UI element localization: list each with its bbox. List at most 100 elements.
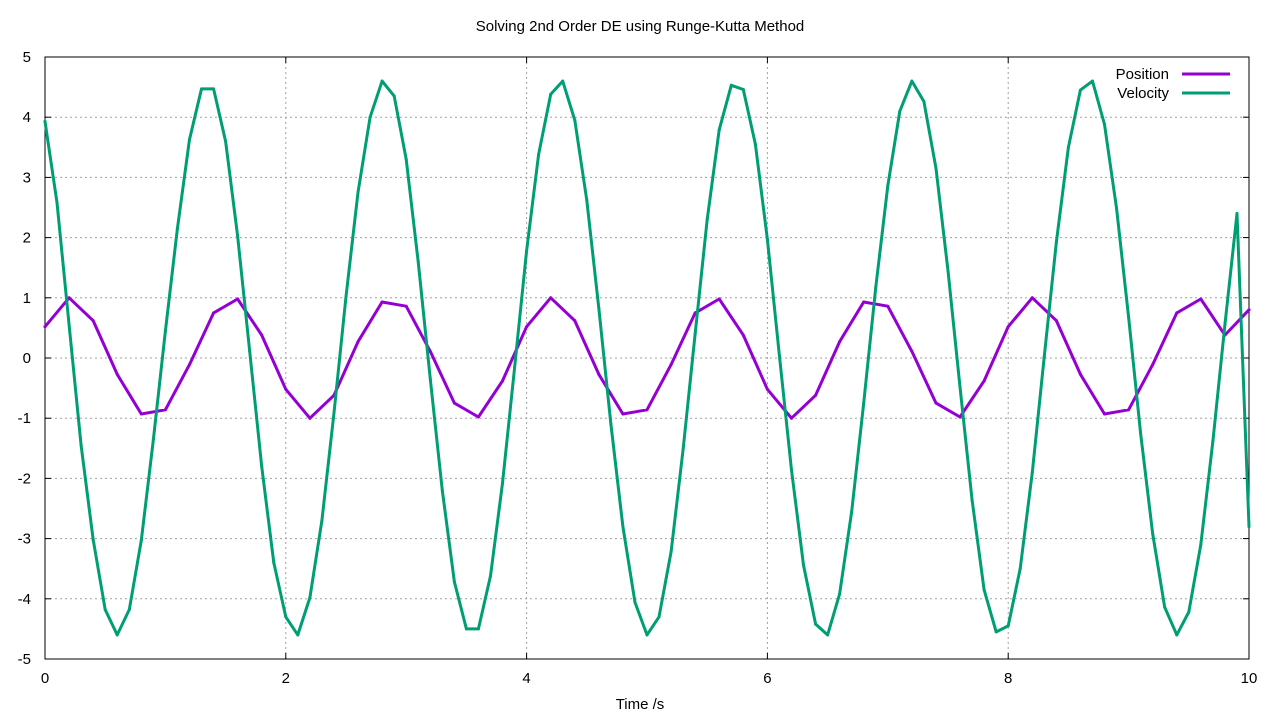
y-tick-label: 0: [23, 350, 31, 367]
data-point-velocity: [452, 580, 456, 584]
data-point-velocity: [862, 401, 866, 405]
legend-label-velocity: Velocity: [1117, 85, 1169, 102]
data-point-velocity: [236, 234, 240, 238]
data-point-velocity: [501, 481, 505, 485]
data-point-position: [525, 325, 529, 329]
data-point-velocity: [260, 464, 264, 468]
y-tick-label: 4: [23, 109, 31, 126]
data-point-velocity: [464, 627, 468, 631]
data-point-position: [1151, 363, 1155, 367]
data-point-position: [428, 349, 432, 353]
data-point-velocity: [1235, 212, 1239, 216]
data-point-velocity: [55, 201, 59, 205]
x-tick-label: 6: [763, 670, 771, 687]
data-point-velocity: [163, 329, 167, 333]
data-point-velocity: [633, 600, 637, 604]
data-point-position: [1078, 372, 1082, 376]
data-point-position: [1103, 412, 1107, 416]
data-point-velocity: [982, 588, 986, 592]
data-point-velocity: [1199, 543, 1203, 547]
data-point-position: [356, 340, 360, 344]
data-point-velocity: [549, 92, 553, 96]
data-point-position: [404, 304, 408, 308]
data-point-velocity: [1187, 610, 1191, 614]
data-point-position: [501, 379, 505, 383]
data-point-velocity: [428, 377, 432, 381]
series-lines: [43, 79, 1251, 637]
data-point-velocity: [657, 615, 661, 619]
data-point-velocity: [1030, 470, 1034, 474]
x-tick-label: 8: [1004, 670, 1012, 687]
y-tick-label: 2: [23, 230, 31, 247]
data-point-velocity: [1163, 605, 1167, 609]
y-tick-label: -2: [18, 470, 31, 487]
data-point-velocity: [1127, 315, 1131, 319]
data-point-velocity: [224, 139, 228, 143]
data-point-velocity: [910, 79, 914, 83]
data-point-position: [1175, 311, 1179, 315]
data-point-velocity: [139, 538, 143, 542]
data-point-position: [1127, 408, 1131, 412]
data-point-position: [260, 333, 264, 337]
data-point-velocity: [753, 142, 757, 146]
data-point-position: [380, 300, 384, 304]
x-axis-label: Time /s: [615, 696, 665, 713]
data-point-position: [814, 393, 818, 397]
data-point-velocity: [513, 366, 517, 370]
data-point-velocity: [1151, 532, 1155, 536]
data-point-velocity: [970, 498, 974, 502]
data-point-velocity: [320, 519, 324, 523]
data-point-velocity: [789, 468, 793, 472]
data-point-velocity: [645, 633, 649, 637]
data-point-velocity: [946, 269, 950, 273]
tick-labels: 0 2 4 6 8 10 -5 -4 -3 -2 -1 0 1 2 3 4 5: [18, 49, 1258, 687]
data-point-velocity: [1018, 567, 1022, 571]
data-point-velocity: [1223, 323, 1227, 327]
data-point-velocity: [440, 488, 444, 492]
data-point-velocity: [585, 198, 589, 202]
data-point-velocity: [248, 349, 252, 353]
data-point-velocity: [404, 157, 408, 161]
data-point-velocity: [934, 166, 938, 170]
data-point-velocity: [1103, 122, 1107, 126]
data-point-position: [236, 297, 240, 301]
data-point-velocity: [1139, 431, 1143, 435]
data-point-velocity: [175, 227, 179, 231]
data-point-velocity: [994, 630, 998, 634]
data-point-velocity: [1078, 88, 1082, 92]
data-point-velocity: [874, 285, 878, 289]
data-point-velocity: [705, 218, 709, 222]
data-point-position: [284, 387, 288, 391]
axes: [44, 56, 1250, 660]
data-point-position: [43, 325, 47, 329]
data-point-position: [115, 372, 119, 376]
data-point-position: [597, 372, 601, 376]
data-point-velocity: [693, 331, 697, 335]
data-point-position: [1247, 308, 1251, 312]
data-point-position: [741, 333, 745, 337]
data-point-velocity: [488, 574, 492, 578]
data-point-velocity: [115, 633, 119, 637]
data-point-velocity: [1175, 633, 1179, 637]
data-point-velocity: [838, 592, 842, 596]
data-point-velocity: [741, 88, 745, 92]
data-point-velocity: [1066, 145, 1070, 149]
y-tick-label: 5: [23, 49, 31, 66]
data-point-position: [452, 401, 456, 405]
chart-title: Solving 2nd Order DE using Runge-Kutta M…: [475, 18, 805, 35]
data-point-position: [645, 408, 649, 412]
data-point-velocity: [826, 633, 830, 637]
data-point-position: [1006, 325, 1010, 329]
data-point-velocity: [765, 237, 769, 241]
data-point-velocity: [1090, 79, 1094, 83]
x-tick-label: 2: [282, 670, 290, 687]
data-point-velocity: [525, 249, 529, 253]
data-point-velocity: [212, 87, 216, 91]
x-tick-label: 10: [1241, 670, 1258, 687]
data-point-velocity: [392, 94, 396, 98]
x-tick-label: 4: [522, 670, 530, 687]
data-point-velocity: [332, 411, 336, 415]
data-point-velocity: [1115, 207, 1119, 211]
legend: Position Velocity: [1116, 66, 1230, 102]
